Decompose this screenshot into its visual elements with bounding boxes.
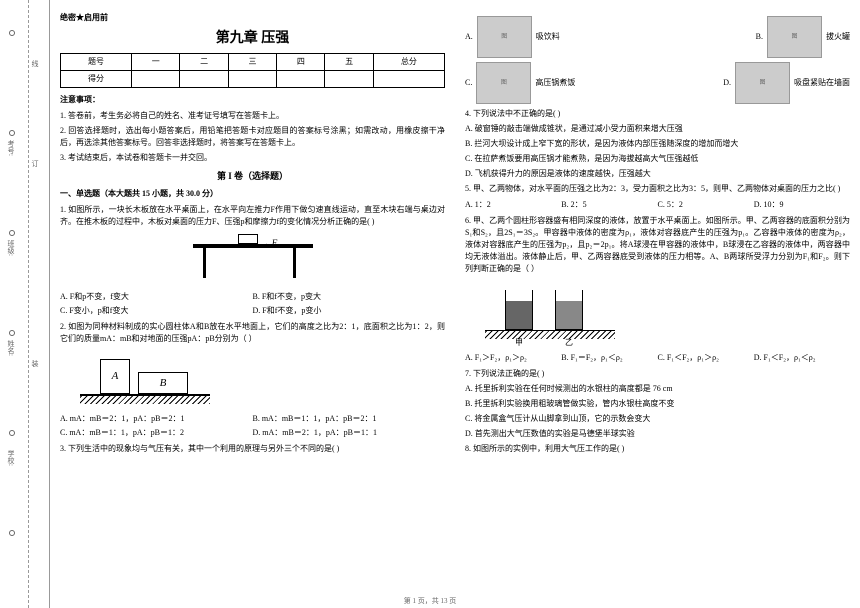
q8-text: 8. 如图所示的实例中，利用大气压工作的是( ) <box>465 443 850 455</box>
q7-opt: A. 托里拆利实验在任何时候测出的水银柱的高度都是 76 cm <box>465 383 850 395</box>
binding-field: 考号: <box>6 140 16 156</box>
q3-text: 3. 下列生活中的现象均与气压有关，其中一个利用的原理与另外三个不同的是( ) <box>60 443 445 455</box>
score-table: 题号一二三四五总分 得分 <box>60 53 445 88</box>
q7-opt: B. 托里拆利实验换用粗玻璃管做实验，管内水银柱高度不变 <box>465 398 850 410</box>
confidential-header: 绝密★启用前 <box>60 12 445 24</box>
q2-options: A. mA：mB＝2：1，pA：pB＝2：1 B. mA：mB＝1：1，pA：p… <box>60 412 445 440</box>
suction-image: 图 <box>735 62 790 104</box>
q6-figure: 甲 乙 <box>465 279 850 343</box>
page-footer: 第 1 页，共 13 页 <box>404 596 457 606</box>
notice-item: 2. 回答选择题时，选出每小题答案后，用铅笔把答题卡对应题目的答案标号涂黑；如需… <box>60 125 445 149</box>
q2-text: 2. 如图为同种材料制成的实心圆柱体A和B放在水平地面上，它们的高度之比为2：1… <box>60 321 445 345</box>
notice-item: 3. 考试结束后，本试卷和答题卡一并交回。 <box>60 152 445 164</box>
q7-opt: D. 首先测出大气压数值的实验是马德堡半球实验 <box>465 428 850 440</box>
binding-field: 学校: <box>6 450 16 466</box>
part1-sub: 一、单选题（本大题共 15 小题，共 30.0 分） <box>60 188 445 200</box>
cupping-image: 图 <box>767 16 822 58</box>
binding-label: 线 <box>30 60 40 67</box>
q7-opt: C. 将金属盒气压计从山脚拿到山顶，它的示数会变大 <box>465 413 850 425</box>
q6-options: A. F₁＞F₂，ρ₁＞ρ₂ B. F₁＝F₂，ρ₁＜ρ₂ C. F₁＜F₂，ρ… <box>465 351 850 365</box>
q4-opt: C. 在拉萨煮饭要用高压锅才能煮熟，是因为海拔越高大气压强越低 <box>465 153 850 165</box>
q1-figure: → F <box>60 232 445 286</box>
notice-item: 1. 答卷前，考生务必将自己的姓名、准考证号填写在答题卡上。 <box>60 110 445 122</box>
q1-options: A. F和p不变，f变大 B. F和f不变，p变大 C. F变小，p和f变大 D… <box>60 290 445 318</box>
q4-opt: B. 拦河大坝设计成上窄下宽的形状，是因为液体内部压强随深度的增加而增大 <box>465 138 850 150</box>
binding-field: 班级: <box>6 240 16 256</box>
q7-text: 7. 下列说法正确的是( ) <box>465 368 850 380</box>
binding-field: 姓名: <box>6 340 16 356</box>
binding-label: 订 <box>30 160 40 167</box>
q6-text: 6. 甲、乙两个圆柱形容器盛有相同深度的液体，放置于水平桌面上。如图所示。甲、乙… <box>465 215 850 275</box>
binding-label: 装 <box>30 360 40 367</box>
q5-options: A. 1：2 B. 2：5 C. 5：2 D. 10：9 <box>465 198 850 212</box>
q4-opt: D. 飞机获得升力的原因是液体的速度越快，压强越大 <box>465 168 850 180</box>
q5-text: 5. 甲、乙两物体，对水平面的压强之比为2：3，受力面积之比为3：5，则甲、乙两… <box>465 183 850 195</box>
part1-title: 第 I 卷（选择题） <box>60 170 445 184</box>
q4-text: 4. 下列说法中不正确的是( ) <box>465 108 850 120</box>
q3-images-row1: A.图吸饮料 B.图拔火罐 <box>465 16 850 58</box>
q1-text: 1. 如图所示，一块长木板放在水平桌面上，在水平向左推力F作用下做匀速直线运动，… <box>60 204 445 228</box>
chapter-title: 第九章 压强 <box>60 28 445 49</box>
cooker-image: 图 <box>476 62 531 104</box>
q3-images-row2: C.图高压锅煮饭 D.图吸盘紧贴在墙面 <box>465 62 850 104</box>
notice-title: 注意事项： <box>60 94 445 106</box>
q2-figure: A B <box>60 349 445 408</box>
q4-opt: A. 破窗锤的敲击端做成锥状，是通过减小受力面积来增大压强 <box>465 123 850 135</box>
drink-image: 图 <box>477 16 532 58</box>
